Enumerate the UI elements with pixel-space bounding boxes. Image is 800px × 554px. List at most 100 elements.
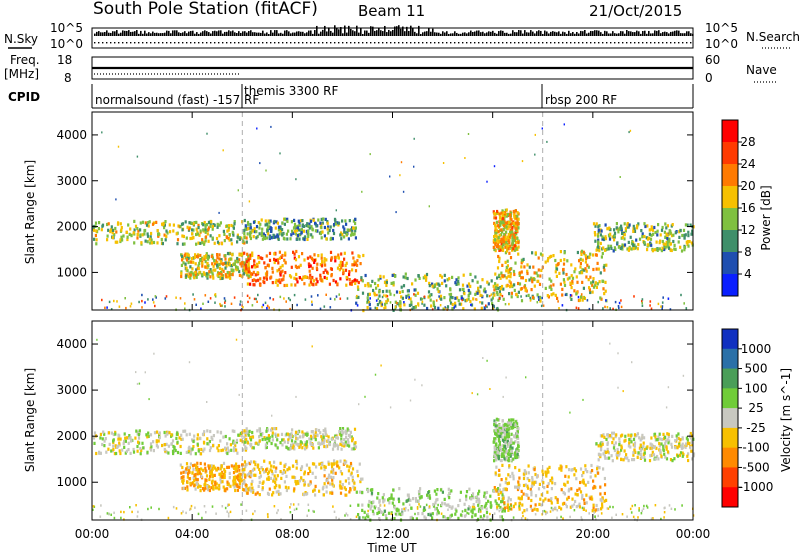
heatmap-cell xyxy=(167,451,170,455)
heatmap-cell xyxy=(520,287,523,291)
heatmap-cell xyxy=(457,276,460,280)
heatmap-cell xyxy=(297,481,300,485)
heatmap-cell xyxy=(249,282,252,286)
heatmap-cell xyxy=(317,254,320,258)
heatmap-cell xyxy=(375,505,377,508)
heatmap-cell xyxy=(243,266,246,270)
heatmap-cell xyxy=(327,435,330,439)
heatmap-cell xyxy=(127,448,130,452)
heatmap-cell xyxy=(641,433,644,437)
heatmap-cell xyxy=(350,229,353,233)
heatmap-cell xyxy=(494,471,497,475)
colorbar-swatch xyxy=(722,348,738,370)
heatmap-cell xyxy=(357,280,360,285)
heatmap-cell xyxy=(357,254,360,258)
heatmap-cell xyxy=(209,446,212,450)
heatmap-cell xyxy=(532,277,535,281)
heatmap-cell xyxy=(392,488,395,492)
heatmap-cell xyxy=(111,236,114,240)
heatmap-cell xyxy=(613,448,616,453)
heatmap-cell xyxy=(591,290,594,294)
heatmap-cell xyxy=(242,239,245,243)
heatmap-cell xyxy=(613,228,616,232)
heatmap-cell xyxy=(461,296,463,300)
heatmap-cell xyxy=(325,485,328,489)
heatmap-cell xyxy=(325,490,328,494)
heatmap-cell xyxy=(514,451,517,455)
heatmap-cell xyxy=(92,508,94,511)
heatmap-cell xyxy=(378,499,381,504)
heatmap-cell xyxy=(186,225,189,229)
heatmap-cell xyxy=(633,448,636,452)
heatmap-cell xyxy=(111,231,114,235)
heatmap-cell xyxy=(567,495,570,499)
heatmap-cell xyxy=(427,290,431,294)
heatmap-cell xyxy=(259,471,262,475)
heatmap-cell xyxy=(494,455,497,459)
heatmap-cell xyxy=(516,487,520,492)
heatmap-cell xyxy=(681,504,683,507)
heatmap-cell xyxy=(421,384,423,387)
heatmap-cell xyxy=(263,470,266,474)
heatmap-cell xyxy=(232,446,236,450)
heatmap-cell xyxy=(310,225,313,229)
heatmap-cell xyxy=(455,278,458,282)
heatmap-cell xyxy=(414,293,417,297)
heatmap-cell xyxy=(615,513,617,516)
heatmap-cell xyxy=(550,293,553,297)
heatmap-cell xyxy=(633,227,636,231)
heatmap-cell xyxy=(176,242,179,246)
heatmap-cell xyxy=(641,299,643,303)
heatmap-cell xyxy=(599,444,602,448)
heatmap-cell xyxy=(662,242,665,246)
heatmap-cell xyxy=(238,393,240,396)
heatmap-cell xyxy=(200,447,203,452)
colorbar-tick-label: 4 xyxy=(744,267,752,281)
heatmap-cell xyxy=(397,508,400,512)
heatmap-cell xyxy=(437,511,440,515)
heatmap-cell xyxy=(569,515,571,519)
heatmap-cell xyxy=(297,503,300,506)
heatmap-cell xyxy=(281,471,284,475)
heatmap-cell xyxy=(358,516,361,520)
heatmap-cell xyxy=(364,395,366,398)
heatmap-cell xyxy=(556,516,558,519)
heatmap-cell xyxy=(496,507,499,511)
colorbar-tick-label: 16 xyxy=(740,201,755,215)
heatmap-cell xyxy=(541,253,544,257)
heatmap-cell xyxy=(481,278,484,282)
heatmap-cell xyxy=(564,474,567,478)
heatmap-cell xyxy=(254,473,257,477)
heatmap-cell xyxy=(621,231,624,235)
heatmap-cell xyxy=(519,271,522,275)
heatmap-cell xyxy=(104,437,107,441)
heatmap-cell xyxy=(255,297,257,301)
heatmap-cell xyxy=(501,419,504,423)
heatmap-cell xyxy=(302,493,306,497)
heatmap-cell xyxy=(641,235,644,239)
heatmap-cell xyxy=(251,430,254,435)
heatmap-cell xyxy=(538,298,540,301)
heatmap-cell xyxy=(235,448,238,452)
xlabel: Time UT xyxy=(366,541,417,554)
heatmap-cell xyxy=(642,507,645,510)
heatmap-cell xyxy=(428,284,431,288)
heatmap-cell xyxy=(469,299,472,304)
heatmap-cell xyxy=(118,305,121,308)
heatmap-cell xyxy=(194,487,197,491)
heatmap-cell xyxy=(257,293,259,297)
heatmap-cell xyxy=(179,463,182,467)
heatmap-cell xyxy=(547,498,550,502)
heatmap-cell xyxy=(398,499,401,504)
heatmap-cell xyxy=(597,228,600,232)
heatmap-cell xyxy=(405,296,407,299)
nsky-top-tick: 10^5 xyxy=(50,21,83,35)
heatmap-cell xyxy=(283,217,286,221)
heatmap-cell xyxy=(271,281,274,285)
heatmap-cell xyxy=(422,276,425,280)
heatmap-cell xyxy=(321,487,324,491)
heatmap-cell xyxy=(224,489,227,493)
heatmap-cell xyxy=(155,220,158,224)
heatmap-cell xyxy=(371,509,375,513)
heatmap-cell xyxy=(460,295,463,299)
